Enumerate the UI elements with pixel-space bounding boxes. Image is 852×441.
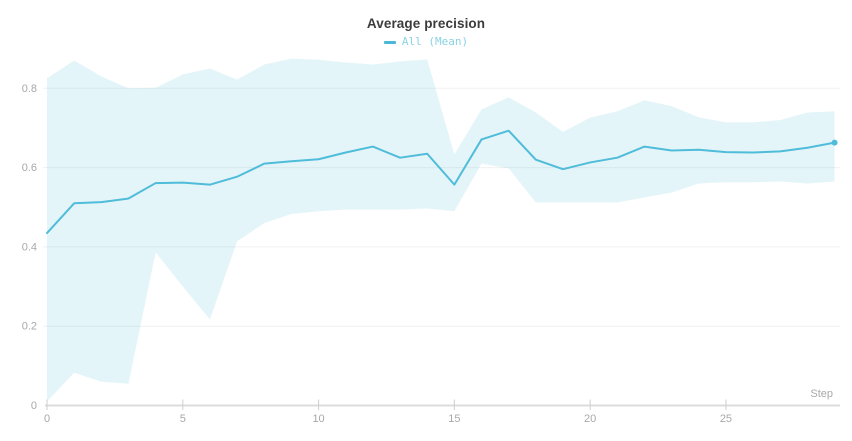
legend-label: All (Mean) — [401, 35, 469, 48]
x-axis-title: Step — [810, 388, 833, 400]
chart-title: Average precision — [366, 16, 486, 31]
svg-text:0.4: 0.4 — [22, 241, 37, 253]
svg-text:0: 0 — [44, 413, 50, 425]
svg-text:0.8: 0.8 — [22, 83, 37, 95]
x-axis — [45, 399, 840, 410]
legend-item-all-mean[interactable]: All (Mean) — [383, 35, 469, 48]
svg-text:10: 10 — [312, 413, 324, 425]
confidence-band — [47, 58, 835, 402]
mean-line — [46, 129, 838, 235]
svg-text:25: 25 — [720, 413, 732, 425]
svg-text:0: 0 — [31, 400, 37, 412]
last-point-marker — [831, 139, 838, 146]
gridlines — [43, 87, 840, 327]
chart-legend: All (Mean) — [0, 36, 852, 48]
legend-dash-icon — [383, 40, 396, 44]
svg-text:5: 5 — [180, 413, 186, 425]
svg-text:15: 15 — [448, 413, 460, 425]
svg-text:0.6: 0.6 — [22, 162, 37, 174]
axis-tick-labels: 0 0.2 0.4 0.6 0.8 0 5 10 15 20 25 — [22, 83, 732, 425]
svg-text:0.2: 0.2 — [22, 321, 37, 333]
svg-text:20: 20 — [584, 413, 596, 425]
